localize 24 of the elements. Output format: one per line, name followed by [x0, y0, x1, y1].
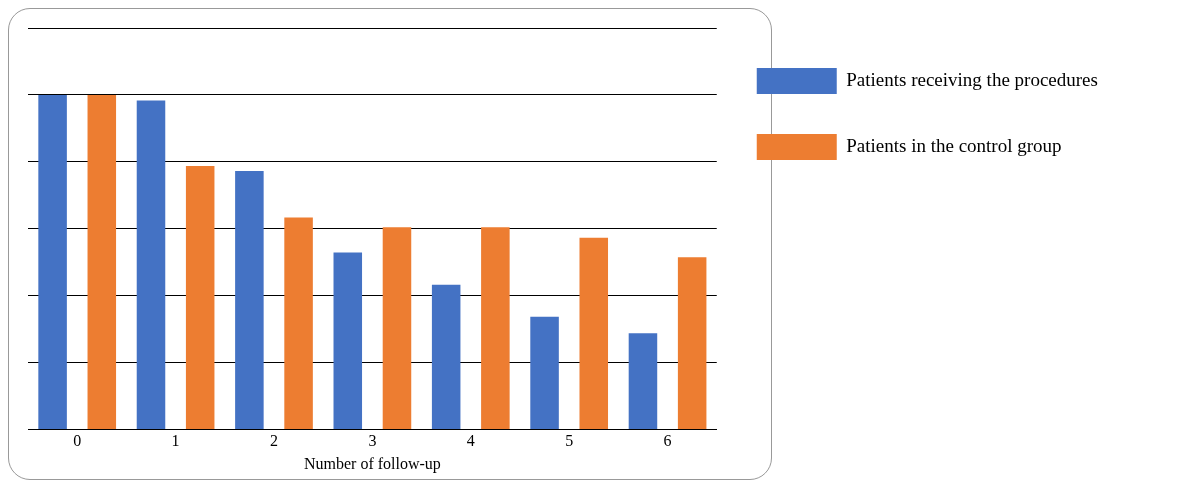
bar [235, 170, 264, 430]
x-tick-label: 0 [73, 432, 82, 450]
bar [87, 94, 117, 430]
bar [38, 94, 67, 430]
x-axis-title: Number of follow-up [303, 454, 441, 473]
bar [628, 333, 658, 430]
bar [431, 284, 461, 430]
bar [382, 227, 412, 430]
bar [185, 165, 215, 430]
bar [530, 316, 559, 430]
x-tick-label: 2 [269, 432, 278, 450]
legend-label: Patients in the control group [846, 134, 1062, 156]
bar [481, 227, 510, 430]
bar [579, 237, 609, 430]
bar [677, 257, 707, 430]
x-tick-label: 6 [663, 432, 672, 450]
x-tick-label: 5 [565, 432, 574, 450]
legend-label: Patients receiving the procedures [846, 68, 1098, 90]
bar [136, 100, 166, 430]
x-tick-label: 3 [368, 432, 377, 450]
bar [284, 217, 313, 430]
x-tick-label: 4 [466, 432, 475, 450]
x-tick-label: 1 [171, 432, 180, 450]
bar [333, 252, 363, 430]
